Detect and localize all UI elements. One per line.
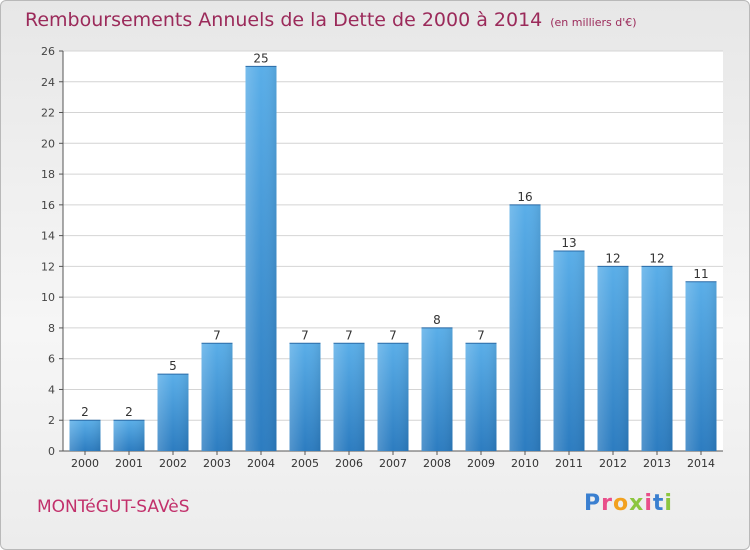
data-label: 13 (561, 236, 576, 250)
x-tick-label: 2008 (423, 457, 451, 470)
x-tick-label: 2012 (599, 457, 627, 470)
bar-chart: 0246810121416182022242622000220015200272… (41, 45, 723, 470)
data-label: 11 (693, 267, 708, 281)
y-tick-label: 2 (48, 414, 55, 427)
data-label: 2 (125, 405, 133, 419)
title-text: Remboursements Annuels de la Dette de 20… (25, 9, 543, 31)
data-label: 7 (389, 328, 397, 342)
data-label: 12 (649, 251, 664, 265)
data-label: 7 (213, 328, 221, 342)
bar-shade (421, 327, 453, 451)
x-tick-label: 2013 (643, 457, 671, 470)
bar-shade (377, 343, 409, 451)
y-tick-label: 0 (48, 445, 55, 458)
data-label: 7 (477, 328, 485, 342)
data-label: 2 (81, 405, 89, 419)
y-tick-label: 20 (41, 137, 55, 150)
data-label: 7 (301, 328, 309, 342)
y-tick-label: 10 (41, 291, 55, 304)
x-tick-label: 2003 (203, 457, 231, 470)
data-label: 8 (433, 313, 441, 327)
data-label: 5 (169, 359, 177, 373)
bar-shade (685, 281, 717, 451)
x-tick-label: 2011 (555, 457, 583, 470)
bar-shade (289, 343, 321, 451)
y-tick-label: 24 (41, 76, 55, 89)
x-tick-label: 2001 (115, 457, 143, 470)
bar-shade (597, 266, 629, 451)
y-tick-label: 16 (41, 199, 55, 212)
x-tick-label: 2005 (291, 457, 319, 470)
data-label: 7 (345, 328, 353, 342)
x-tick-label: 2002 (159, 457, 187, 470)
x-tick-label: 2006 (335, 457, 363, 470)
bar-shade (157, 374, 189, 451)
bar-shade (553, 251, 585, 451)
y-tick-label: 22 (41, 107, 55, 120)
x-tick-label: 2010 (511, 457, 539, 470)
x-tick-label: 2004 (247, 457, 275, 470)
data-label: 12 (605, 251, 620, 265)
y-tick-label: 18 (41, 168, 55, 181)
x-tick-label: 2014 (687, 457, 715, 470)
y-tick-label: 26 (41, 45, 55, 58)
y-tick-label: 8 (48, 322, 55, 335)
y-tick-label: 6 (48, 353, 55, 366)
data-label: 25 (253, 51, 268, 65)
unit-label: (en milliers d'€) (550, 16, 637, 29)
x-tick-label: 2009 (467, 457, 495, 470)
bar-shade (69, 420, 101, 451)
x-tick-label: 2000 (71, 457, 99, 470)
bar-shade (641, 266, 673, 451)
bar-shade (465, 343, 497, 451)
y-tick-label: 12 (41, 260, 55, 273)
bar-shade (201, 343, 233, 451)
bar-shade (113, 420, 145, 451)
y-tick-label: 4 (48, 383, 55, 396)
data-label: 16 (517, 190, 532, 204)
proxiti-logo: Proxiti (584, 491, 673, 516)
bar-shade (333, 343, 365, 451)
bar-shade (509, 204, 541, 451)
commune-name: MONTéGUT-SAVèS (37, 497, 190, 517)
bar-shade (245, 66, 277, 451)
y-tick-label: 14 (41, 230, 55, 243)
chart-title: Remboursements Annuels de la Dette de 20… (25, 9, 637, 31)
x-tick-label: 2007 (379, 457, 407, 470)
